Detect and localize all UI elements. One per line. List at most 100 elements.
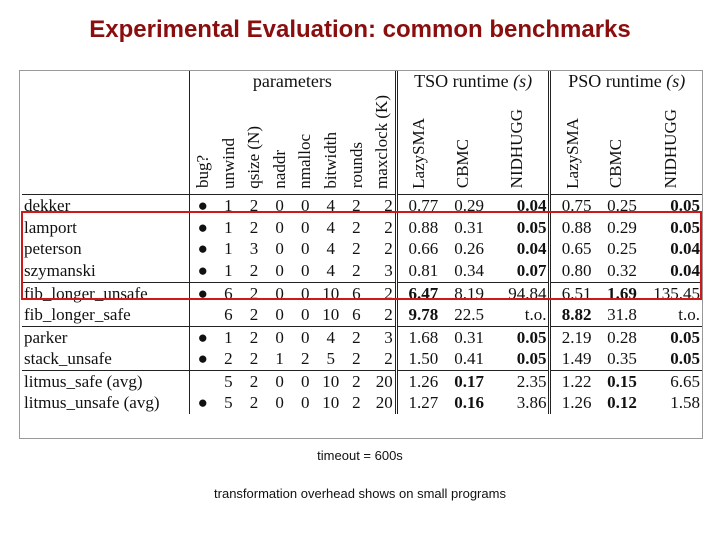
pso-runtime: 0.29 — [607, 217, 637, 237]
tso-runtime: 0.31 — [440, 325, 487, 349]
benchmark-table-figure: parameters TSO runtime (s) PSO runtime (… — [19, 70, 703, 439]
parameter-value: 2 — [249, 260, 259, 280]
parameter-value: 2 — [343, 194, 370, 217]
parameter-value: 4 — [317, 325, 344, 349]
bug-marker — [189, 369, 216, 393]
tso-runtime: 0.81 — [394, 259, 441, 282]
parameter-value: 0 — [292, 369, 318, 393]
parameter-value: 0 — [266, 369, 293, 393]
parameter-value: 4 — [326, 217, 336, 237]
tso-runtime: 0.16 — [454, 393, 485, 413]
tso-runtime: 0.34 — [454, 260, 485, 280]
benchmark-name: fib_longer_unsafe — [22, 281, 190, 305]
parameter-value: 1 — [224, 217, 233, 237]
bug-marker: ● — [189, 281, 216, 305]
parameter-value: 5 — [224, 393, 233, 413]
table-row: dekker ● 1 2 0 0 4 2 2 0.77 0.29 0.04 0.75 0.25 0.05 — [22, 194, 702, 217]
pso-runtime: 1.26 — [548, 392, 594, 415]
overhead-note: transformation overhead shows on small p… — [214, 486, 506, 501]
column-header-row: bug? unwind qsize (N) naddr nmalloc bitwidth r… — [22, 92, 702, 195]
bug-marker: ● — [189, 392, 216, 415]
column-header: LazySMA — [394, 92, 441, 195]
parameter-value: 4 — [317, 194, 344, 217]
table-row: litmus_safe (avg) 5 2 0 0 10 2 20 1.26 0.17 2.35 1.… — [22, 369, 702, 393]
parameter-value: 2 — [352, 217, 361, 237]
parameter-value: 2 — [249, 217, 259, 237]
tso-runtime: 1.27 — [394, 392, 441, 415]
pso-runtime: 1.49 — [548, 348, 594, 371]
tso-runtime: 8.19 — [440, 281, 487, 305]
tso-runtime: 0.77 — [394, 194, 441, 217]
tso-runtime: 0.41 — [454, 349, 485, 369]
parameter-value: 0 — [275, 260, 284, 280]
pso-runtime: 0.05 — [638, 194, 702, 217]
tso-runtime: 3.86 — [516, 393, 547, 413]
parameter-value: 3 — [384, 260, 393, 280]
column-header: LazySMA — [548, 92, 594, 195]
tso-runtime: 0.29 — [440, 194, 487, 217]
parameter-value: 2 — [300, 349, 310, 369]
tso-runtime: 1.26 — [394, 369, 441, 393]
pso-runtime: 0.12 — [607, 393, 637, 413]
pso-runtime: 135.45 — [638, 281, 702, 305]
tso-runtime-header: TSO runtime (s) — [394, 71, 550, 93]
tso-runtime: 0.31 — [454, 217, 485, 237]
table-row: szymanski ● 1 2 0 0 4 2 3 0.81 0.34 0.07 0.80 0.32 0.0… — [22, 259, 702, 282]
table-row: fib_longer_safe 6 2 0 0 10 6 2 9.78 22.5 t.o. 8.82 3… — [22, 304, 702, 327]
column-header-label: bug? — [193, 155, 213, 189]
tso-runtime: 9.78 — [394, 304, 441, 327]
tso-runtime: 0.05 — [486, 325, 550, 349]
parameter-value: 2 — [352, 393, 361, 413]
parameter-value: 0 — [300, 217, 310, 237]
bug-marker: ● — [189, 259, 216, 282]
benchmark-name: litmus_unsafe (avg) — [24, 393, 160, 413]
parameter-value: 2 — [241, 325, 267, 349]
tso-runtime: 1.50 — [394, 348, 441, 371]
tso-runtime: 0.17 — [440, 369, 487, 393]
pso-runtime: 1.58 — [670, 393, 700, 413]
timeout-note: timeout = 600s — [317, 448, 403, 463]
pso-runtime: 0.32 — [607, 260, 637, 280]
bug-marker: ● — [189, 348, 216, 371]
parameter-value: 0 — [300, 260, 310, 280]
table-row: fib_longer_unsafe ● 6 2 0 0 10 6 2 6.47 8.19 94.84 6… — [22, 281, 702, 305]
tso-runtime: 6.47 — [394, 281, 441, 305]
parameter-value: 10 — [322, 305, 340, 325]
parameter-value: 1 — [215, 194, 242, 217]
benchmark-name: lamport — [24, 217, 77, 237]
parameter-value: 2 — [352, 349, 361, 369]
parameter-value: 2 — [241, 369, 267, 393]
parameter-value: 1 — [275, 349, 284, 369]
benchmark-table: parameters TSO runtime (s) PSO runtime (… — [22, 71, 702, 415]
pso-runtime: 0.75 — [548, 194, 594, 217]
parameter-value: 0 — [292, 281, 318, 305]
parameter-value: 2 — [352, 239, 361, 259]
parameter-value: 5 — [326, 349, 336, 369]
parameter-value: 2 — [384, 349, 393, 369]
parameter-value: 2 — [369, 281, 397, 305]
parameter-value: 10 — [317, 369, 344, 393]
parameter-value: 2 — [352, 260, 361, 280]
parameter-value: 4 — [326, 239, 336, 259]
pso-runtime: 0.04 — [670, 239, 700, 259]
parameter-value: 2 — [249, 393, 259, 413]
parameter-value: 3 — [369, 325, 397, 349]
bug-marker: ● — [189, 194, 216, 217]
pso-runtime: 0.65 — [548, 238, 594, 260]
pso-runtime: 2.19 — [548, 325, 594, 349]
table-row: parker ● 1 2 0 0 4 2 3 1.68 0.31 0.05 2.19 0.28 0.05 — [22, 325, 702, 349]
parameter-value: 10 — [322, 393, 340, 413]
bug-marker: ● — [189, 238, 216, 260]
pso-runtime: 6.51 — [548, 281, 594, 305]
column-header: NIDHUGG — [639, 93, 702, 195]
column-header: bug? — [189, 92, 216, 195]
pso-runtime: 0.05 — [638, 325, 702, 349]
pso-runtime: t.o. — [678, 305, 700, 325]
tso-runtime: 0.26 — [454, 239, 485, 259]
tso-runtime: 0.88 — [394, 216, 441, 239]
tso-runtime: t.o. — [524, 305, 547, 325]
column-header-label: naddr — [269, 149, 289, 189]
bug-marker — [189, 304, 216, 327]
benchmark-name: stack_unsafe — [24, 349, 112, 369]
column-header-label: unwind — [218, 137, 238, 189]
